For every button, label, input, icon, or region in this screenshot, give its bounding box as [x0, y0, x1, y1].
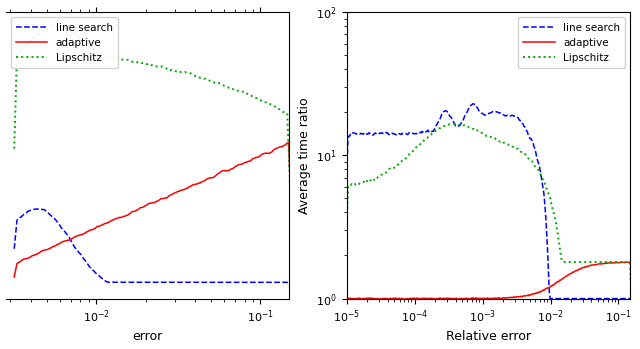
Lipschitz [27, 39, 35, 43]
Line: Lipschitz: Lipschitz [347, 124, 630, 280]
adaptive [522, 294, 530, 298]
line search [63, 232, 71, 236]
adaptive [377, 297, 385, 301]
adaptive [84, 229, 92, 233]
line search [550, 296, 557, 300]
line search [22, 211, 29, 215]
adaptive [22, 257, 29, 261]
Lipschitz [627, 278, 634, 282]
Line: adaptive: adaptive [14, 142, 290, 277]
line search [470, 102, 477, 106]
adaptive [262, 151, 270, 155]
adaptive [548, 284, 556, 288]
Legend: line search, adaptive, Lipschitz: line search, adaptive, Lipschitz [11, 17, 118, 68]
line search [85, 264, 93, 268]
line search [522, 128, 530, 132]
adaptive [27, 255, 35, 259]
line search [435, 119, 443, 123]
Lipschitz [435, 126, 443, 131]
line search [35, 207, 43, 211]
Line: Lipschitz: Lipschitz [14, 25, 290, 184]
Line: adaptive: adaptive [347, 262, 630, 299]
Line: line search: line search [347, 104, 630, 317]
Lipschitz [449, 122, 457, 126]
adaptive [416, 297, 424, 302]
X-axis label: Relative error: Relative error [446, 331, 531, 343]
line search [455, 124, 463, 128]
adaptive [550, 283, 557, 287]
adaptive [10, 275, 18, 279]
line search [264, 280, 272, 284]
Y-axis label: Average time ratio: Average time ratio [298, 97, 310, 214]
adaptive [436, 296, 444, 300]
Lipschitz [10, 147, 18, 151]
X-axis label: error: error [132, 331, 163, 343]
adaptive [61, 239, 69, 243]
Lipschitz [264, 101, 272, 105]
adaptive [627, 260, 634, 264]
line search [343, 177, 351, 181]
Lipschitz [274, 106, 282, 110]
adaptive [285, 140, 292, 144]
line search [548, 296, 556, 300]
Lipschitz [22, 43, 29, 47]
line search [286, 283, 294, 288]
adaptive [272, 147, 280, 151]
adaptive [286, 177, 294, 181]
Lipschitz [63, 27, 71, 31]
line search [10, 247, 18, 251]
line search [274, 280, 282, 284]
Line: line search: line search [14, 209, 290, 285]
adaptive [343, 296, 351, 300]
Lipschitz [548, 207, 556, 211]
line search [27, 208, 35, 213]
Lipschitz [522, 153, 530, 157]
line search [627, 314, 634, 319]
Lipschitz [286, 182, 294, 186]
Legend: line search, adaptive, Lipschitz: line search, adaptive, Lipschitz [518, 17, 625, 68]
Lipschitz [377, 173, 385, 177]
Lipschitz [550, 211, 557, 215]
Lipschitz [85, 44, 93, 48]
Lipschitz [55, 23, 63, 27]
adaptive [623, 260, 630, 264]
adaptive [456, 297, 463, 301]
line search [377, 131, 385, 135]
Lipschitz [456, 123, 463, 127]
Lipschitz [343, 228, 351, 232]
